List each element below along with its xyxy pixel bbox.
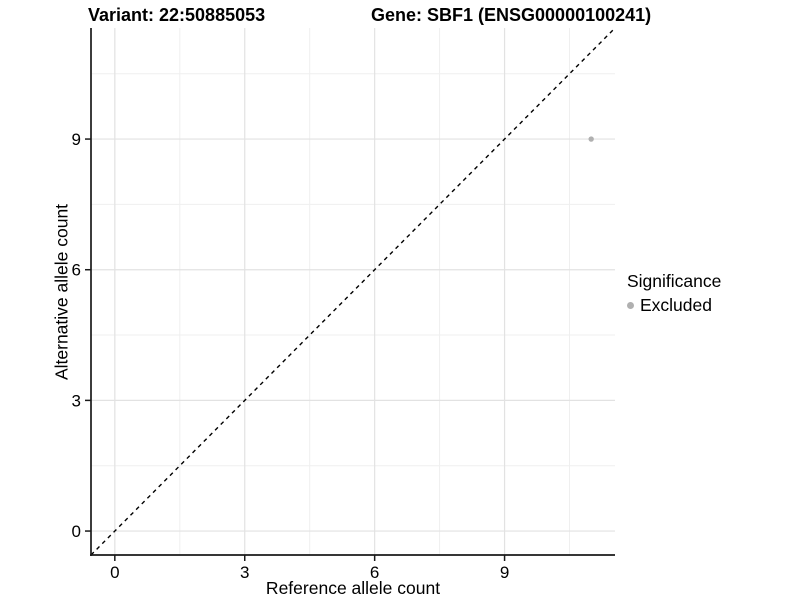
x-tick-label: 9 xyxy=(500,563,509,582)
data-point xyxy=(588,136,594,142)
x-tick-label: 3 xyxy=(240,563,249,582)
y-tick-label: 3 xyxy=(72,391,81,410)
legend-item-excluded: Excluded xyxy=(627,295,721,315)
x-tick-label: 0 xyxy=(110,563,119,582)
y-tick-label: 9 xyxy=(72,130,81,149)
legend-point-icon xyxy=(627,301,634,309)
x-axis-title: Reference allele count xyxy=(265,578,441,598)
y-tick-label: 0 xyxy=(72,522,81,541)
plot-title-gene: Gene: SBF1 (ENSG00000100241) xyxy=(371,5,652,25)
y-axis-title: Alternative allele count xyxy=(51,203,72,381)
legend-item-label: Excluded xyxy=(640,295,712,315)
y-tick-label: 6 xyxy=(72,261,81,280)
identity-line xyxy=(90,27,616,556)
x-tick-label: 6 xyxy=(370,563,379,582)
legend: Significance Excluded xyxy=(627,271,721,315)
legend-title: Significance xyxy=(627,271,722,291)
plot-title-variant: Variant: 22:50885053 xyxy=(88,5,266,25)
